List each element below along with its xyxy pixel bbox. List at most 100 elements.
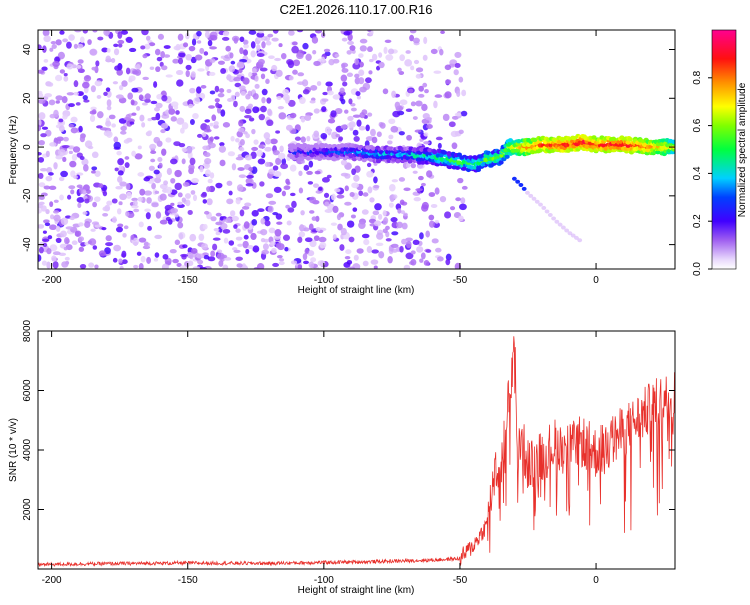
heatmap-cell bbox=[403, 264, 411, 269]
heatmap-cell bbox=[111, 198, 118, 204]
heatmap-cell bbox=[339, 94, 344, 102]
heatmap-cell bbox=[448, 121, 456, 128]
heatmap-cell bbox=[190, 71, 196, 78]
heatmap-cell bbox=[76, 43, 84, 49]
heatmap-cell bbox=[399, 245, 404, 253]
heatmap-cell bbox=[235, 156, 244, 161]
spectrogram-frame bbox=[37, 29, 676, 270]
heatmap-cell bbox=[358, 221, 366, 229]
heatmap-cell bbox=[451, 115, 459, 120]
heatmap-cell bbox=[410, 101, 416, 107]
heatmap-cell bbox=[61, 96, 68, 104]
heatmap-cell bbox=[112, 257, 118, 263]
heatmap-cell bbox=[76, 184, 83, 189]
heatmap-cell bbox=[324, 126, 332, 134]
heatmap-cell bbox=[243, 39, 249, 45]
heatmap-cell bbox=[358, 125, 366, 131]
heatmap-cell bbox=[428, 220, 435, 228]
spectrogram-x-label: Height of straight line (km) bbox=[298, 285, 415, 296]
heatmap-cell bbox=[226, 74, 232, 81]
heatmap-cell bbox=[148, 165, 155, 171]
heatmap-cell bbox=[63, 75, 69, 82]
heatmap-cell bbox=[260, 73, 266, 80]
heatmap-cell bbox=[365, 124, 370, 132]
heatmap-cell bbox=[38, 119, 42, 127]
heatmap-cell bbox=[344, 201, 352, 206]
heatmap-cell bbox=[239, 209, 245, 217]
heatmap-cell bbox=[123, 139, 130, 144]
ridge-cell bbox=[481, 161, 487, 167]
heatmap-cell bbox=[347, 33, 353, 42]
heatmap-cell bbox=[103, 30, 110, 36]
heatmap-cell bbox=[387, 140, 393, 145]
heatmap-cell bbox=[228, 65, 236, 73]
heatmap-cell bbox=[48, 99, 56, 106]
heatmap-cell bbox=[189, 233, 197, 242]
ridge-cell bbox=[645, 148, 651, 153]
heatmap-cell bbox=[66, 41, 72, 49]
ridge-cell bbox=[427, 148, 433, 153]
heatmap-cell bbox=[74, 231, 80, 237]
heatmap-cell bbox=[245, 183, 254, 187]
heatmap-cell bbox=[415, 67, 424, 73]
heatmap-cell bbox=[55, 74, 63, 82]
heatmap-cell bbox=[216, 106, 222, 114]
heatmap-cell bbox=[165, 74, 173, 78]
heatmap-cell bbox=[84, 221, 91, 229]
branch-cell bbox=[528, 193, 534, 198]
branch-cell bbox=[515, 179, 521, 184]
y-tick-label: 20 bbox=[22, 92, 33, 104]
heatmap-cell bbox=[239, 105, 246, 112]
heatmap-cell bbox=[170, 177, 176, 184]
heatmap-cell bbox=[68, 34, 75, 41]
heatmap-cell bbox=[213, 227, 220, 232]
heatmap-cell bbox=[428, 214, 435, 221]
heatmap-cell bbox=[154, 190, 160, 194]
heatmap-cell bbox=[96, 111, 104, 119]
heatmap-cell bbox=[189, 87, 196, 94]
heatmap-cell bbox=[383, 46, 388, 55]
heatmap-cell bbox=[220, 68, 227, 74]
heatmap-cell bbox=[121, 250, 127, 258]
heatmap-cell bbox=[307, 250, 315, 257]
heatmap-cell bbox=[77, 91, 84, 97]
heatmap-cell bbox=[399, 54, 405, 62]
heatmap-cell bbox=[291, 41, 298, 46]
heatmap-cell bbox=[77, 202, 82, 209]
heatmap-cell bbox=[120, 125, 127, 131]
heatmap-cell bbox=[204, 30, 211, 33]
heatmap-cell bbox=[272, 30, 279, 34]
heatmap-cell bbox=[117, 31, 123, 39]
ridge-cell bbox=[671, 139, 675, 144]
heatmap-cell bbox=[134, 68, 142, 76]
figure-title: C2E1.2026.110.17.00.R16 bbox=[280, 2, 433, 17]
heatmap-cell bbox=[235, 197, 241, 205]
heatmap-cell bbox=[278, 112, 287, 120]
heatmap-cell bbox=[385, 225, 390, 231]
heatmap-cell bbox=[112, 216, 117, 224]
heatmap-cell bbox=[461, 89, 467, 97]
heatmap-cell bbox=[223, 237, 229, 244]
heatmap-cell bbox=[460, 197, 466, 204]
heatmap-cell bbox=[236, 184, 244, 192]
heatmap-cell bbox=[147, 117, 152, 122]
heatmap-cell bbox=[222, 264, 229, 269]
heatmap-cell bbox=[312, 183, 320, 188]
ridge-cell bbox=[441, 150, 448, 155]
heatmap-cell bbox=[55, 39, 62, 46]
heatmap-cell bbox=[83, 164, 89, 172]
heatmap-cell bbox=[311, 36, 319, 44]
heatmap-cell bbox=[242, 240, 249, 249]
heatmap-cell bbox=[271, 64, 278, 72]
heatmap-cell bbox=[59, 30, 65, 35]
heatmap-cell bbox=[182, 244, 188, 249]
heatmap-cell bbox=[346, 72, 354, 78]
heatmap-cell bbox=[242, 131, 248, 135]
heatmap-cell bbox=[38, 98, 46, 104]
heatmap-cell bbox=[49, 47, 54, 52]
heatmap-cell bbox=[207, 178, 213, 184]
ridge-cell bbox=[520, 147, 526, 152]
heatmap-cell bbox=[278, 261, 285, 266]
heatmap-cell bbox=[325, 81, 333, 87]
heatmap-cell bbox=[410, 250, 416, 255]
